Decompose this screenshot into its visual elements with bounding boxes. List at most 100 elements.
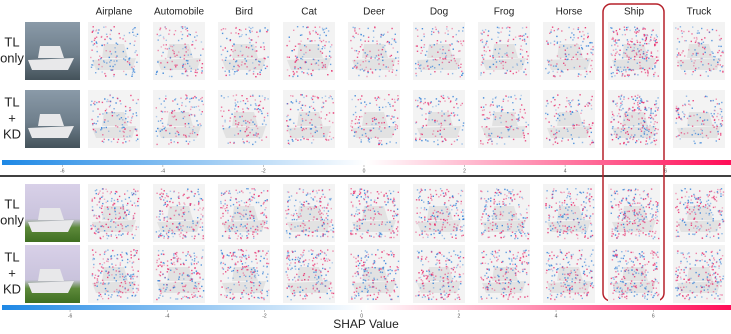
shap-pixel [319,37,320,38]
shap-pixel [646,216,647,217]
shap-pixel [260,101,261,102]
shap-pixel [523,117,524,118]
shap-pixel [322,190,323,191]
shap-pixel [121,256,122,257]
shap-pixel [651,219,652,220]
shap-pixel [696,53,697,54]
shap-pixel [447,30,448,31]
shap-pixel [294,66,295,67]
shap-pixel [371,56,372,57]
shap-pixel [500,31,501,32]
shap-pixel [643,132,644,133]
shap-pixel [322,46,323,47]
shap-pixel [485,29,486,30]
shap-pixel [306,113,307,114]
shap-pixel [359,51,360,52]
shap-pixel [613,100,614,101]
shap-pixel [567,131,568,132]
shap-pixel [626,144,627,145]
shap-pixel [117,44,118,45]
shap-pixel [415,133,416,134]
shap-pixel [630,58,631,59]
shap-pixel [125,106,126,107]
shap-pixel [258,64,259,65]
shap-pixel [333,231,334,232]
shap-pixel [248,127,249,128]
shap-pixel [611,235,612,236]
shap-pixel [487,191,488,192]
shap-pixel [619,215,620,216]
shap-pixel [255,76,256,77]
shap-pixel [180,98,181,99]
shap-pixel [190,114,191,115]
shap-pixel [382,57,383,58]
shap-pixel [323,135,324,136]
shap-pixel [481,191,482,192]
shap-pixel [228,227,229,228]
shap-pixel [302,136,303,137]
shap-pixel [463,122,464,123]
shap-pixel [95,130,96,131]
shap-pixel [676,136,677,137]
column-label: Automobile [154,7,204,18]
shap-pixel [381,207,382,208]
shap-pixel [592,125,593,126]
shap-pixel [361,44,362,45]
shap-pixel [237,238,238,239]
shap-pixel [720,196,721,197]
shap-pixel [564,200,565,201]
shap-pixel [644,118,645,119]
shap-pixel [123,58,124,59]
shap-pixel [549,217,550,218]
shap-pixel [645,234,646,235]
shap-pixel [421,217,422,218]
shap-pixel [313,219,314,220]
shap-pixel [615,59,616,60]
shap-pixel [296,99,297,100]
shap-pixel [397,226,398,227]
shap-pixel [101,208,102,209]
shap-pixel [259,95,260,96]
shap-pixel [615,228,616,229]
shap-pixel [702,64,703,65]
shap-pixel [114,200,115,201]
shap-pixel [170,207,171,208]
shap-pixel [158,255,159,256]
shap-pixel [513,129,514,130]
shap-pixel [513,216,514,217]
shap-pixel [569,104,570,105]
shap-pixel [649,236,650,237]
shap-pixel [378,143,379,144]
shap-pixel [159,211,160,212]
shap-pixel [220,217,221,218]
shap-pixel [368,209,369,210]
shap-pixel [639,57,640,58]
shap-pixel [516,127,517,128]
shap-pixel [266,227,267,228]
shap-pixel [231,49,232,50]
shap-pixel [625,132,626,133]
shap-pixel [428,197,429,198]
shap-pixel [101,66,102,67]
shap-pixel [229,120,230,121]
shap-pixel [238,249,239,250]
shap-pixel [242,116,243,117]
shap-pixel [645,72,646,73]
shap-pixel [376,233,377,234]
shap-pixel [131,254,132,255]
shap-pixel [167,268,168,269]
shap-pixel [483,32,484,33]
shap-pixel [117,115,118,116]
shap-pixel [528,124,529,125]
shap-pixel [265,124,266,125]
shap-pixel [434,67,435,68]
shap-pixel [176,226,177,227]
shap-pixel [396,142,397,143]
shap-pixel [720,108,721,109]
shap-pixel [375,213,376,214]
shap-pixel [636,35,637,36]
shap-pixel [463,235,464,236]
shap-pixel [433,212,434,213]
shap-pixel [611,55,612,56]
shap-pixel [122,142,123,143]
